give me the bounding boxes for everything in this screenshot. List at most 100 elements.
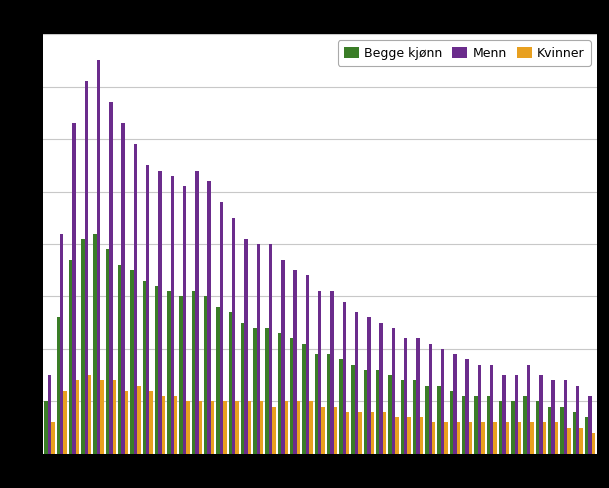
Bar [134, 144, 137, 454]
Bar [266, 328, 269, 454]
Bar [327, 354, 330, 454]
Bar [445, 422, 448, 454]
Bar [413, 381, 417, 454]
Bar [481, 422, 485, 454]
Bar [572, 412, 576, 454]
Bar [63, 391, 67, 454]
Bar [515, 375, 518, 454]
Bar [121, 123, 125, 454]
Bar [425, 386, 429, 454]
Bar [44, 401, 48, 454]
Bar [588, 396, 592, 454]
Bar [339, 359, 343, 454]
Bar [109, 102, 113, 454]
Bar [69, 260, 72, 454]
Bar [543, 422, 546, 454]
Bar [236, 401, 239, 454]
Bar [72, 123, 76, 454]
Bar [511, 401, 515, 454]
Bar [322, 407, 325, 454]
Bar [560, 407, 564, 454]
Bar [334, 407, 337, 454]
Bar [48, 375, 51, 454]
Bar [294, 270, 297, 454]
Bar [477, 365, 481, 454]
Bar [97, 61, 100, 454]
Bar [85, 81, 88, 454]
Bar [60, 234, 63, 454]
Bar [346, 412, 350, 454]
Bar [155, 286, 158, 454]
Bar [490, 365, 493, 454]
Bar [548, 407, 552, 454]
Bar [302, 344, 306, 454]
Bar [315, 354, 318, 454]
Bar [493, 422, 497, 454]
Bar [146, 165, 149, 454]
Bar [343, 302, 346, 454]
Bar [183, 186, 186, 454]
Bar [76, 381, 79, 454]
Bar [429, 344, 432, 454]
Bar [437, 386, 441, 454]
Bar [592, 433, 595, 454]
Bar [524, 396, 527, 454]
Bar [351, 365, 355, 454]
Bar [367, 318, 371, 454]
Bar [278, 333, 281, 454]
Bar [395, 417, 399, 454]
Bar [417, 339, 420, 454]
Bar [364, 370, 367, 454]
Bar [527, 365, 530, 454]
Bar [371, 412, 374, 454]
Bar [81, 239, 85, 454]
Bar [355, 312, 358, 454]
Bar [576, 386, 580, 454]
Bar [125, 391, 128, 454]
Bar [57, 318, 60, 454]
Bar [137, 386, 141, 454]
Bar [465, 359, 469, 454]
Bar [379, 323, 383, 454]
Bar [272, 407, 276, 454]
Bar [162, 396, 165, 454]
Bar [462, 396, 465, 454]
Bar [499, 401, 502, 454]
Bar [93, 234, 97, 454]
Bar [88, 375, 91, 454]
Bar [106, 249, 109, 454]
Bar [269, 244, 272, 454]
Bar [376, 370, 379, 454]
Bar [186, 401, 190, 454]
Bar [383, 412, 386, 454]
Bar [281, 260, 284, 454]
Bar [158, 170, 162, 454]
Bar [216, 307, 220, 454]
Bar [220, 202, 223, 454]
Bar [432, 422, 435, 454]
Bar [118, 265, 121, 454]
Bar [244, 239, 248, 454]
Bar [580, 427, 583, 454]
Bar [318, 291, 322, 454]
Bar [530, 422, 533, 454]
Bar [167, 291, 171, 454]
Bar [241, 323, 244, 454]
Bar [567, 427, 571, 454]
Bar [505, 422, 509, 454]
Bar [539, 375, 543, 454]
Bar [330, 291, 334, 454]
Bar [453, 354, 457, 454]
Bar [228, 312, 232, 454]
Bar [223, 401, 227, 454]
Bar [441, 349, 445, 454]
Bar [306, 275, 309, 454]
Bar [149, 391, 153, 454]
Bar [199, 401, 202, 454]
Bar [407, 417, 411, 454]
Bar [253, 328, 256, 454]
Bar [180, 296, 183, 454]
Bar [552, 381, 555, 454]
Bar [474, 396, 477, 454]
Bar [404, 339, 407, 454]
